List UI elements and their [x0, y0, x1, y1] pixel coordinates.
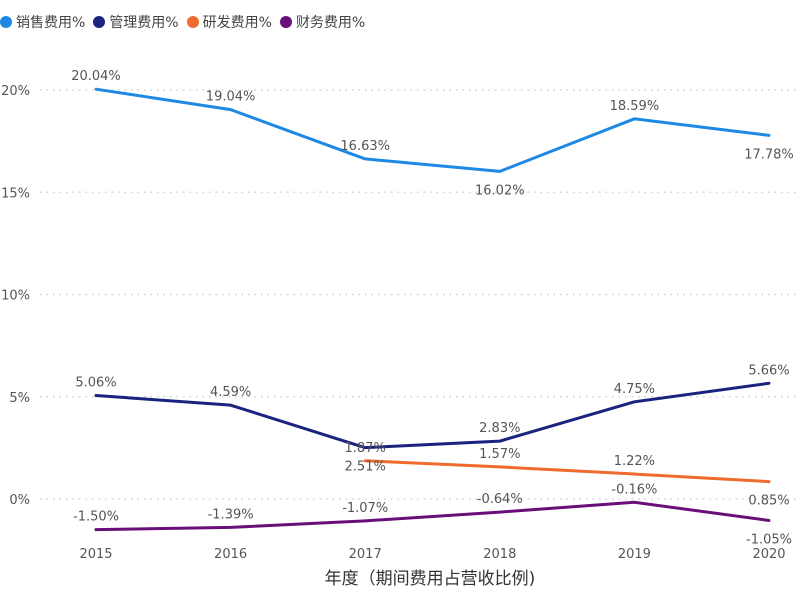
- legend-label: 研发费用%: [202, 15, 272, 31]
- data-label: 1.57%: [479, 447, 520, 462]
- data-label: 4.75%: [614, 382, 655, 397]
- x-tick-label: 2019: [618, 547, 651, 562]
- x-tick-label: 2016: [214, 547, 247, 562]
- x-axis-title: 年度（期间费用占营收比例): [325, 569, 536, 589]
- data-label: 5.06%: [75, 376, 116, 391]
- data-label: 18.59%: [610, 99, 660, 114]
- grid-lines: [40, 89, 800, 500]
- legend-marker: [186, 16, 199, 28]
- data-label: -0.64%: [477, 492, 523, 507]
- y-tick-label: 15%: [1, 186, 30, 201]
- legend-marker: [93, 16, 106, 28]
- y-tick-label: 5%: [9, 391, 30, 406]
- chart-legend: 销售费用% 管理费用% 研发费用% 财务费用%: [0, 10, 373, 34]
- data-label: 2.51%: [345, 460, 386, 475]
- data-label: 1.87%: [345, 441, 386, 456]
- data-label: 2.83%: [479, 421, 520, 436]
- legend-item[interactable]: 销售费用%: [0, 12, 85, 32]
- legend-marker: [0, 16, 12, 28]
- y-tick-label: 20%: [1, 84, 30, 99]
- legend-item[interactable]: 财务费用%: [279, 12, 366, 32]
- series-line: [94, 381, 771, 450]
- y-axis: 0% 5% 10% 15% 20%: [1, 84, 30, 508]
- x-tick-label: 2018: [483, 547, 516, 562]
- series-line: [94, 500, 771, 532]
- series-lines: [94, 87, 771, 532]
- data-label: 4.59%: [210, 385, 251, 400]
- x-axis: 2015 2016 2017 2018 2019 2020: [79, 547, 785, 562]
- data-label: 19.04%: [206, 90, 256, 105]
- data-label: -1.05%: [746, 532, 792, 547]
- x-tick-label: 2020: [752, 547, 785, 562]
- data-label: 20.04%: [71, 69, 121, 84]
- legend-item[interactable]: 管理费用%: [93, 12, 179, 32]
- data-label: -1.50%: [73, 510, 119, 525]
- y-tick-label: 0%: [9, 493, 30, 508]
- data-label: -1.07%: [342, 501, 388, 516]
- data-labels: 20.04% 19.04% 16.63% 16.02% 18.59% 17.78% 5.06…: [71, 69, 794, 547]
- data-label: 16.63%: [340, 139, 390, 154]
- y-tick-label: 10%: [1, 289, 30, 304]
- data-label: -1.39%: [208, 507, 254, 522]
- x-tick-label: 2017: [349, 547, 382, 562]
- legend-label: 管理费用%: [109, 15, 179, 31]
- series-line: [94, 87, 771, 173]
- data-label: 5.66%: [748, 363, 789, 378]
- x-tick-label: 2015: [79, 547, 112, 562]
- legend-marker: [279, 16, 292, 28]
- legend-label: 财务费用%: [295, 15, 366, 31]
- data-label: 16.02%: [475, 183, 525, 198]
- data-label: -0.16%: [611, 482, 657, 497]
- series-line: [363, 459, 771, 484]
- data-label: 17.78%: [744, 147, 794, 162]
- data-label: 0.85%: [748, 494, 789, 509]
- legend-item[interactable]: 研发费用%: [186, 12, 272, 32]
- data-label: 1.22%: [614, 454, 655, 469]
- legend-label: 销售费用%: [16, 15, 86, 31]
